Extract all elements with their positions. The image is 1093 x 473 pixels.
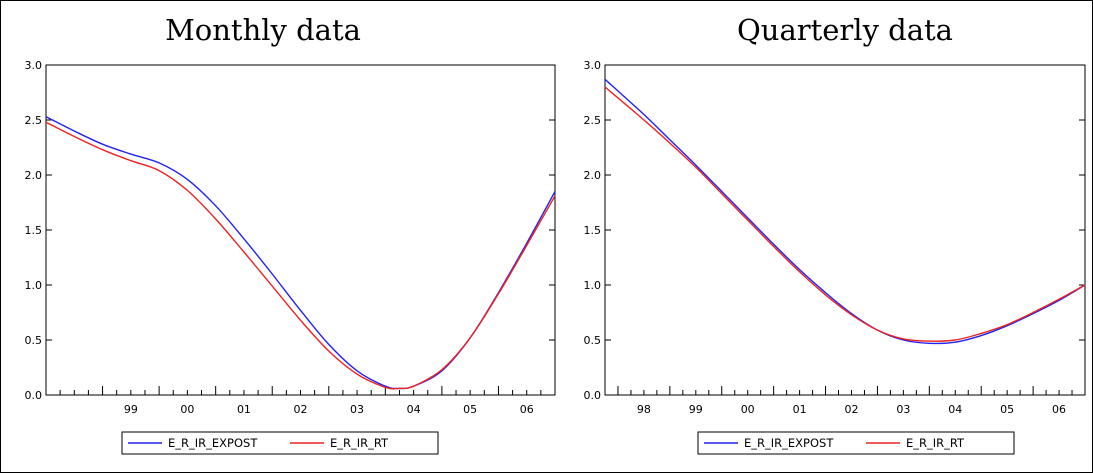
monthly-y-tick-label: 1.0	[25, 279, 43, 292]
monthly-y-tick-label: 0.5	[25, 334, 43, 347]
monthly-y-tick-label: 2.5	[25, 114, 43, 127]
quarterly-x-tick-label: 99	[689, 403, 703, 416]
quarterly-x-tick-label: 06	[1052, 403, 1066, 416]
monthly-x-tick-label: 01	[237, 403, 251, 416]
monthly-x-tick-label: 00	[180, 403, 194, 416]
quarterly-chart-title: Quarterly data	[737, 13, 953, 47]
quarterly-y-tick-label: 0.5	[584, 334, 602, 347]
monthly-x-tick-label: 02	[294, 403, 308, 416]
quarterly-legend-label: E_R_IR_RT	[906, 436, 965, 450]
monthly-x-tick-label: 06	[520, 403, 534, 416]
quarterly-series-line-rt	[604, 86, 1086, 342]
quarterly-chart-panel: Quarterly data 0.0 0.5 1.0 1.5 2.0 2.5 3.0 98 99 0…	[584, 13, 1086, 455]
monthly-chart-panel: Monthly data 0.0 0.5 1.0 1.5 2.0 2.5 3.0 99 00 01 0…	[25, 13, 556, 455]
quarterly-series-line-expost	[604, 78, 1086, 345]
monthly-x-tick-label: 99	[124, 403, 138, 416]
monthly-chart-title: Monthly data	[165, 13, 361, 47]
quarterly-y-tick-label: 1.0	[584, 279, 602, 292]
quarterly-y-tick-label: 2.5	[584, 114, 602, 127]
monthly-x-tick-label: 04	[407, 403, 421, 416]
monthly-plot-area	[45, 64, 556, 396]
quarterly-y-tick-label: 2.0	[584, 169, 602, 182]
quarterly-y-tick-label: 1.5	[584, 224, 602, 237]
quarterly-x-tick-label: 00	[741, 403, 755, 416]
quarterly-x-tick-label: 04	[948, 403, 962, 416]
monthly-y-tick-label: 1.5	[25, 224, 43, 237]
quarterly-y-tick-label: 3.0	[584, 59, 602, 72]
monthly-x-tick-label: 05	[463, 403, 477, 416]
quarterly-x-tick-label: 98	[637, 403, 651, 416]
monthly-y-tick-label: 3.0	[25, 59, 43, 72]
monthly-legend-label: E_R_IR_EXPOST	[168, 436, 258, 450]
quarterly-legend-box	[697, 431, 1015, 455]
monthly-legend-label: E_R_IR_RT	[330, 436, 389, 450]
monthly-x-tick-label: 03	[350, 403, 364, 416]
quarterly-x-tick-label: 03	[896, 403, 910, 416]
quarterly-x-tick-label: 05	[1000, 403, 1014, 416]
quarterly-plot-area	[604, 64, 1086, 396]
monthly-legend-box	[121, 431, 439, 455]
quarterly-y-tick-label: 0.0	[584, 389, 602, 402]
monthly-y-tick-label: 2.0	[25, 169, 43, 182]
quarterly-legend-label: E_R_IR_EXPOST	[744, 436, 834, 450]
monthly-y-tick-label: 0.0	[25, 389, 43, 402]
quarterly-x-tick-label: 01	[793, 403, 807, 416]
quarterly-x-tick-label: 02	[844, 403, 858, 416]
monthly-series-line-rt	[45, 121, 556, 390]
